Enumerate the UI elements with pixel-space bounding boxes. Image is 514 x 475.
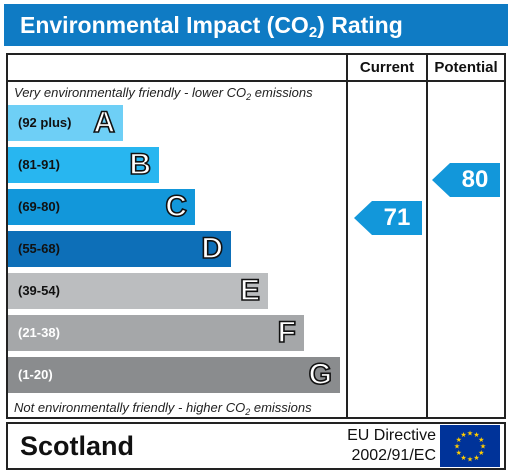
chart-title: Environmental Impact (CO2) Rating bbox=[20, 4, 403, 46]
title-suffix: ) Rating bbox=[317, 12, 403, 38]
flag-star-icon: ★ bbox=[456, 436, 462, 444]
flag-star-icon: ★ bbox=[460, 454, 466, 462]
band-range: (39-54) bbox=[18, 283, 60, 298]
band-g: (1-20) G bbox=[8, 357, 340, 393]
directive-line-1: EU Directive bbox=[347, 427, 436, 444]
bottom-caption-prefix: Not environmentally friendly - higher CO bbox=[14, 400, 246, 415]
flag-star-icon: ★ bbox=[467, 456, 473, 464]
header-divider bbox=[6, 80, 506, 82]
flag-star-icon: ★ bbox=[478, 449, 484, 457]
band-letter: E bbox=[239, 273, 261, 308]
band-letter: D bbox=[201, 231, 224, 266]
flag-star-icon: ★ bbox=[478, 436, 484, 444]
top-caption-prefix: Very environmentally friendly - lower CO bbox=[14, 85, 247, 100]
potential-rating-arrow: 80 bbox=[432, 163, 500, 197]
bottom-caption-subscript: 2 bbox=[245, 407, 251, 417]
title-subscript: 2 bbox=[308, 24, 318, 41]
flag-star-icon: ★ bbox=[480, 443, 486, 451]
current-column-header: Current bbox=[359, 59, 415, 76]
title-prefix: Environmental Impact (CO bbox=[20, 12, 309, 38]
flag-star-icon: ★ bbox=[460, 431, 466, 439]
band-range: (21-38) bbox=[18, 325, 60, 340]
top-caption-subscript: 2 bbox=[246, 92, 252, 102]
band-range: (1-20) bbox=[18, 367, 53, 382]
band-e: (39-54) E bbox=[8, 273, 268, 309]
region-name: Scotland bbox=[20, 431, 135, 461]
band-letter: B bbox=[129, 147, 152, 182]
potential-arrow-shape bbox=[432, 163, 500, 197]
directive-line-2: 2002/91/EC bbox=[351, 447, 436, 464]
potential-column-divider bbox=[426, 53, 428, 419]
bottom-caption-suffix: emissions bbox=[250, 400, 312, 415]
band-letter: F bbox=[277, 315, 297, 350]
band-letter: G bbox=[308, 357, 333, 392]
footer bbox=[6, 422, 506, 470]
band-d: (55-68) D bbox=[8, 231, 231, 267]
band-b: (81-91) B bbox=[8, 147, 159, 183]
band-range: (55-68) bbox=[18, 241, 60, 256]
band-range: (92 plus) bbox=[18, 115, 72, 130]
band-range: (69-80) bbox=[18, 199, 60, 214]
band-c: (69-80) C bbox=[8, 189, 195, 225]
flag-star-icon: ★ bbox=[456, 449, 462, 457]
potential-rating-value: 80 bbox=[461, 166, 489, 193]
flag-star-icon: ★ bbox=[467, 430, 473, 438]
current-column-divider bbox=[346, 53, 348, 419]
current-arrow-shape bbox=[354, 201, 422, 235]
flag-star-icon: ★ bbox=[473, 431, 479, 439]
eu-flag-icon: ★ ★★★★★★★★★★★ bbox=[440, 425, 500, 467]
band-letter: A bbox=[93, 105, 116, 140]
band-letter: C bbox=[165, 189, 188, 224]
flag-star-icon: ★ bbox=[473, 454, 479, 462]
top-caption: Very environmentally friendly - lower CO… bbox=[14, 85, 313, 102]
top-caption-suffix: emissions bbox=[251, 85, 313, 100]
bottom-caption: Not environmentally friendly - higher CO… bbox=[14, 400, 312, 417]
band-f: (21-38) F bbox=[8, 315, 304, 351]
current-rating-value: 71 bbox=[383, 204, 411, 231]
band-a: (92 plus) A bbox=[8, 105, 123, 141]
flag-star-icon: ★ bbox=[454, 443, 460, 451]
band-range: (81-91) bbox=[18, 157, 60, 172]
rating-table bbox=[6, 53, 506, 419]
potential-column-header: Potential bbox=[434, 59, 498, 76]
current-rating-arrow: 71 bbox=[354, 201, 422, 235]
title-bar: Environmental Impact (CO2) Rating bbox=[4, 4, 508, 46]
